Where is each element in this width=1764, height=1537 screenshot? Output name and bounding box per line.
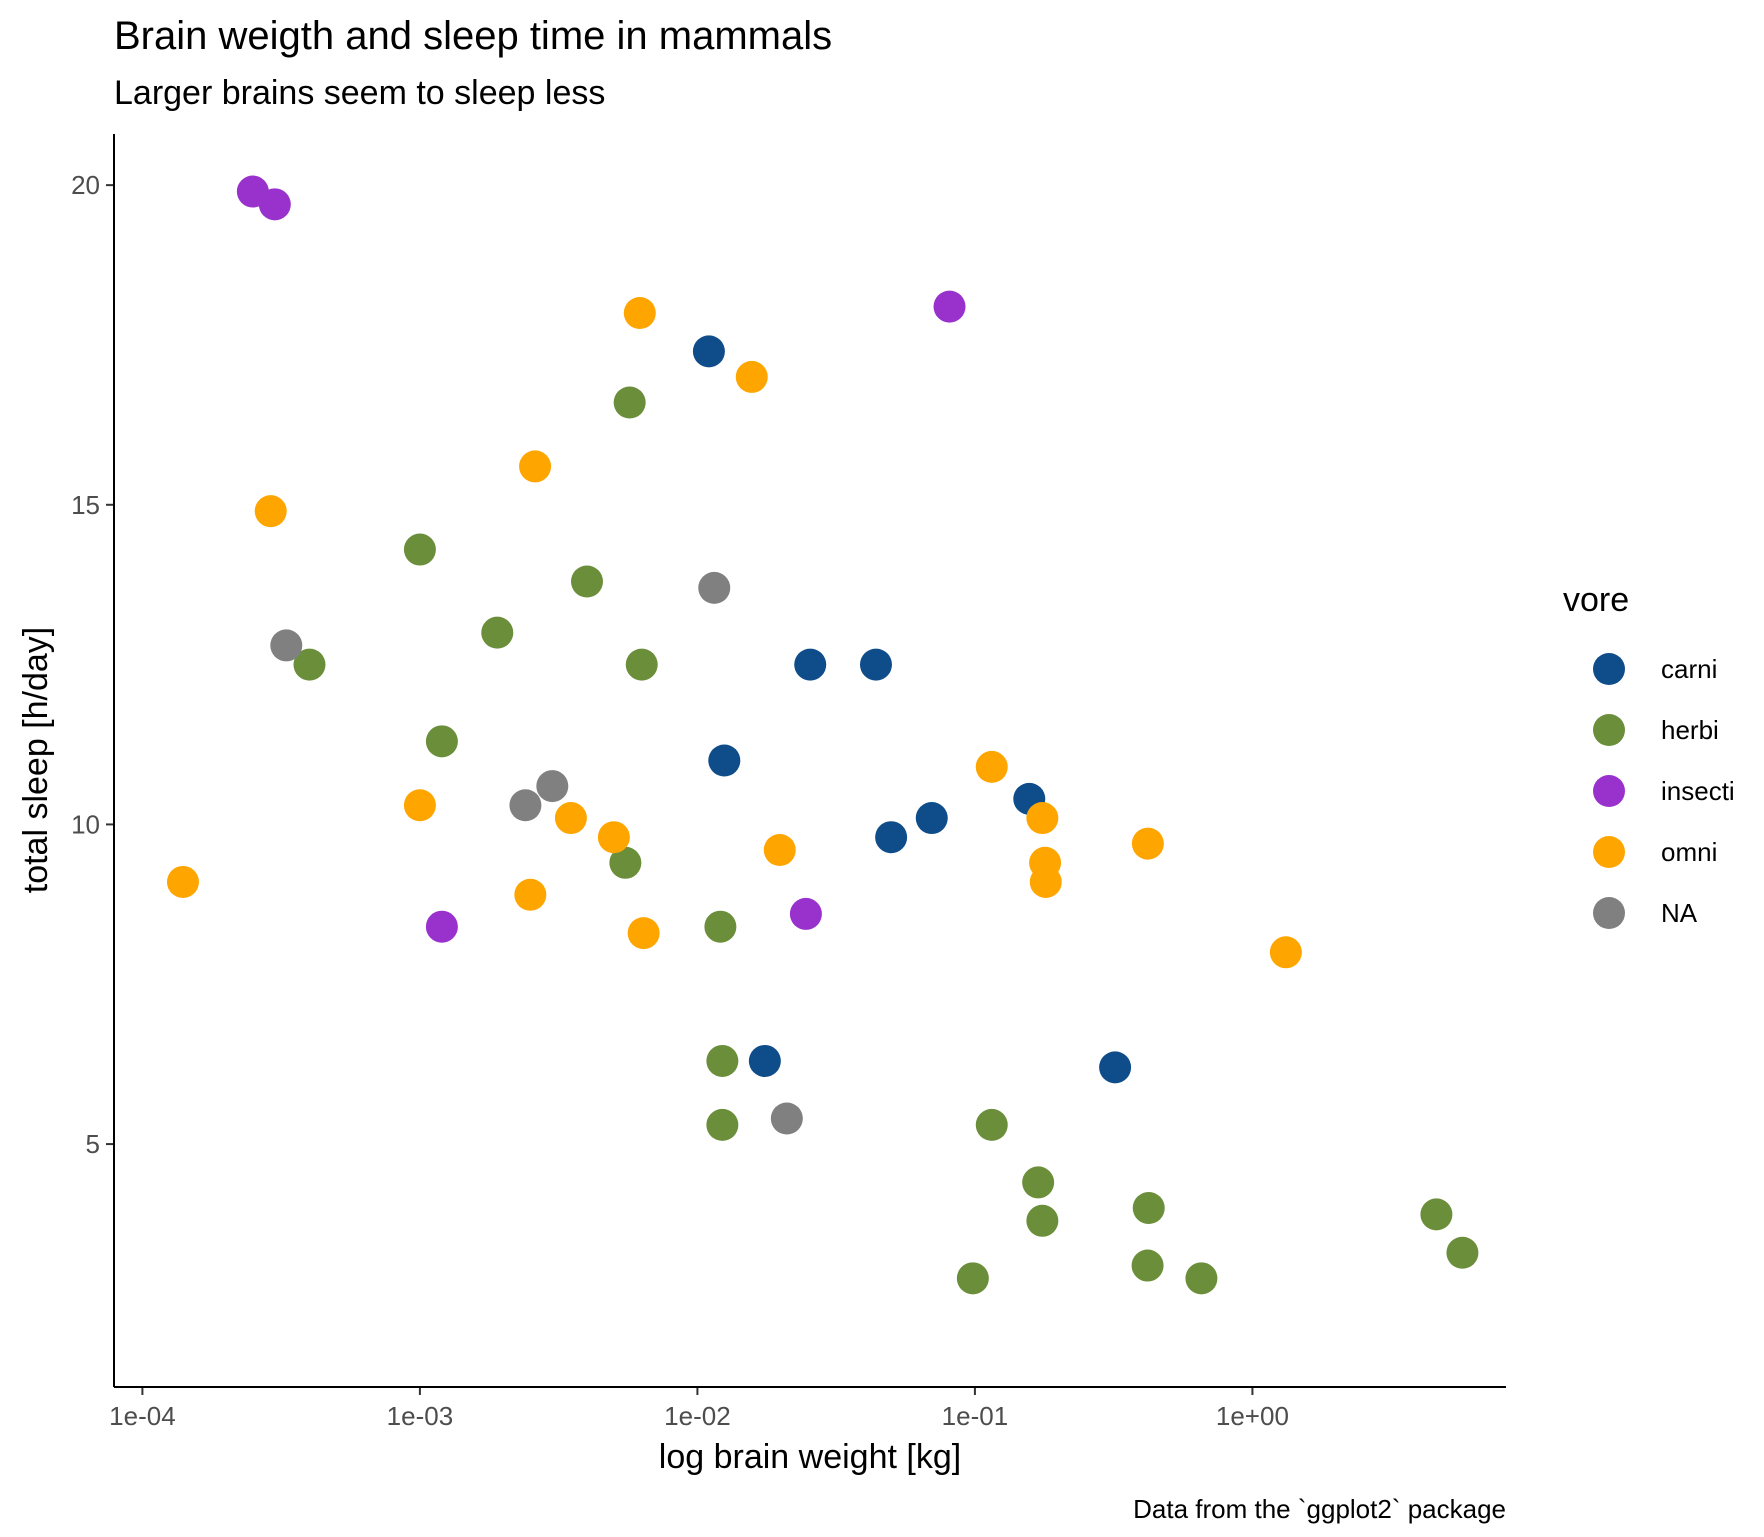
- point-carni: [875, 821, 908, 854]
- point-omni: [519, 450, 552, 483]
- point-omni: [254, 495, 287, 528]
- point-herbi: [1131, 1249, 1164, 1282]
- point-insecti: [425, 910, 458, 943]
- point-herbi: [1185, 1262, 1218, 1295]
- point-omni: [763, 834, 796, 866]
- point-omni: [623, 297, 656, 329]
- y-axis-label: total sleep [h/day]: [17, 627, 55, 894]
- point-herbi: [403, 533, 436, 566]
- y-axis-ticks: 5 10 15 20: [71, 170, 114, 1159]
- point-omni: [1131, 827, 1164, 860]
- x-axis-ticks: 1e-04 1e-03 1e-02 1e-01 1e+00: [109, 1387, 1289, 1431]
- legend-key-omni: [1593, 836, 1625, 868]
- point-herbi: [704, 910, 737, 943]
- x-tick-label: 1e-04: [109, 1401, 176, 1431]
- x-axis-label: log brain weight [kg]: [659, 1438, 961, 1476]
- legend-items: carni herbi insecti omni NA: [1593, 653, 1735, 929]
- y-tick-label: 10: [71, 809, 100, 839]
- point-carni: [1099, 1051, 1132, 1084]
- point-herbi: [481, 616, 514, 649]
- y-tick-label: 20: [71, 170, 100, 200]
- legend-label-insecti: insecti: [1661, 776, 1735, 806]
- point-herbi: [706, 1108, 739, 1141]
- point-insecti: [789, 897, 822, 930]
- point-herbi: [975, 1108, 1008, 1141]
- point-herbi: [609, 846, 642, 879]
- point-omni: [403, 789, 436, 822]
- point-omni: [166, 865, 199, 898]
- point-herbi: [956, 1262, 989, 1295]
- point-NA: [698, 571, 731, 604]
- point-omni: [1026, 802, 1059, 835]
- legend: vore carni herbi insecti omni NA: [1563, 581, 1735, 929]
- point-carni: [859, 648, 892, 681]
- legend-label-carni: carni: [1661, 654, 1717, 684]
- point-NA: [270, 629, 303, 662]
- legend-key-NA: [1593, 897, 1625, 929]
- point-herbi: [1026, 1204, 1059, 1237]
- point-omni: [735, 360, 768, 393]
- legend-key-herbi: [1593, 714, 1625, 746]
- chart-caption: Data from the `ggplot2` package: [1133, 1494, 1506, 1524]
- point-herbi: [1446, 1236, 1479, 1269]
- point-NA: [509, 789, 542, 822]
- legend-label-NA: NA: [1661, 898, 1698, 928]
- x-tick-label: 1e-03: [387, 1401, 454, 1431]
- point-herbi: [1022, 1166, 1055, 1199]
- point-herbi: [1132, 1192, 1165, 1224]
- legend-label-herbi: herbi: [1661, 715, 1719, 745]
- y-tick-label: 15: [71, 490, 100, 520]
- point-omni: [1269, 936, 1302, 969]
- legend-key-insecti: [1593, 775, 1625, 807]
- x-tick-label: 1e-02: [664, 1401, 731, 1431]
- point-herbi: [293, 648, 326, 681]
- point-herbi: [425, 725, 458, 758]
- legend-title: vore: [1563, 581, 1629, 619]
- chart-title: Brain weigth and sleep time in mammals: [114, 14, 832, 58]
- point-carni: [708, 744, 741, 777]
- point-herbi: [625, 648, 658, 681]
- point-NA: [770, 1102, 803, 1135]
- point-omni: [1029, 865, 1062, 898]
- point-herbi: [706, 1044, 739, 1077]
- chart-subtitle: Larger brains seem to sleep less: [114, 74, 605, 112]
- point-carni: [915, 802, 948, 835]
- legend-label-omni: omni: [1661, 837, 1717, 867]
- point-omni: [554, 802, 587, 835]
- point-omni: [627, 917, 660, 950]
- data-points: [166, 175, 1479, 1295]
- point-insecti: [258, 188, 291, 221]
- point-carni: [794, 648, 827, 681]
- point-omni: [514, 878, 547, 911]
- point-NA: [536, 770, 569, 803]
- point-insecti: [933, 290, 966, 323]
- x-tick-label: 1e-01: [942, 1401, 1009, 1431]
- y-tick-label: 5: [86, 1129, 100, 1159]
- point-herbi: [1420, 1198, 1453, 1231]
- legend-key-carni: [1593, 653, 1625, 685]
- point-herbi: [570, 565, 603, 598]
- x-tick-label: 1e+00: [1216, 1401, 1289, 1431]
- point-herbi: [613, 386, 646, 419]
- point-omni: [975, 750, 1008, 783]
- point-omni: [597, 821, 630, 854]
- point-carni: [692, 335, 725, 368]
- point-carni: [748, 1044, 781, 1077]
